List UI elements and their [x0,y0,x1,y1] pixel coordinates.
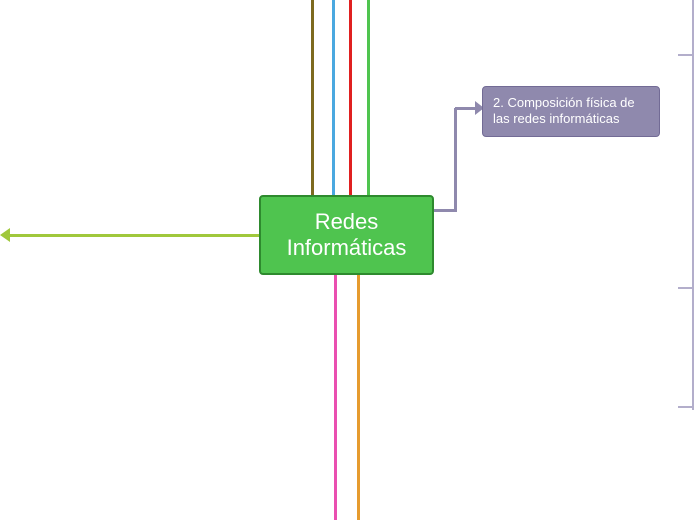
bracket-right-tick [678,406,692,408]
branch-node-label: 2. Composición física de las redes infor… [493,95,649,128]
conn-line-red [349,0,352,195]
conn-line-blue [332,0,335,195]
conn-elbow-right-v [454,108,457,212]
conn-line-orange [357,275,360,520]
conn-elbow-right-h1 [434,209,455,212]
bracket-right-tick [678,287,692,289]
bracket-right-v [692,0,694,410]
central-node-label: RedesInformáticas [287,209,407,261]
conn-line-green [367,0,370,195]
conn-line-olive [311,0,314,195]
conn-elbow-right-h2 [455,107,475,110]
conn-arrow-left-head [0,228,10,242]
branch-node[interactable]: 2. Composición física de las redes infor… [482,86,660,137]
central-node[interactable]: RedesInformáticas [259,195,434,275]
conn-line-pink [334,275,337,520]
conn-arrow-left-h [8,234,259,237]
bracket-right-tick [678,54,692,56]
